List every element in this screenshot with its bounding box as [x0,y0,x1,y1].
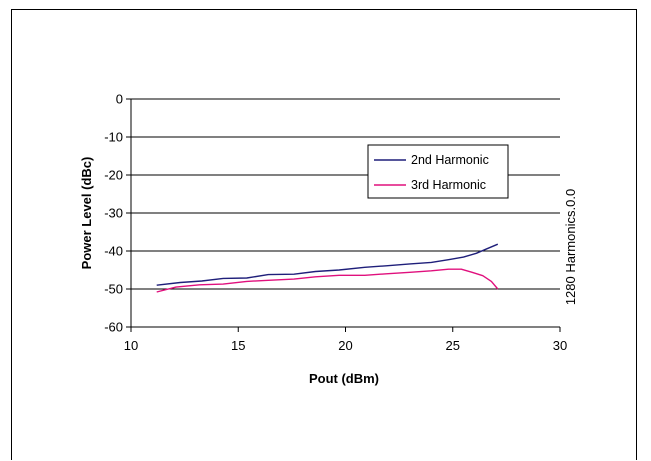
legend-label-2nd-harmonic: 2nd Harmonic [411,153,489,167]
x-tick-label: 15 [231,338,245,353]
x-tick-label: 10 [124,338,138,353]
series-line-2nd-harmonic [156,243,499,286]
series-layer [156,243,499,293]
y-tick-label: -60 [104,320,123,335]
x-tick-label: 20 [338,338,352,353]
chart-frame [11,9,637,460]
legend: 2nd Harmonic 3rd Harmonic [367,144,509,199]
y-tick-label: -30 [104,206,123,221]
x-tick-label: 25 [446,338,460,353]
legend-box [367,144,509,199]
y-tick-label: -40 [104,244,123,259]
gridlines [131,98,560,290]
legend-label-3rd-harmonic: 3rd Harmonic [411,178,486,192]
y-tick-label: -10 [104,130,123,145]
y-tick-label: -20 [104,168,123,183]
series-line-3rd-harmonic [156,268,499,293]
right-side-label: 1280 Harmonics.0.0 [563,189,578,305]
y-axis-title: Power Level (dBc) [79,157,94,270]
y-tick-label: -50 [104,282,123,297]
x-axis-title: Pout (dBm) [309,371,379,386]
x-tick-label: 30 [553,338,567,353]
y-tick-label: 0 [116,92,123,107]
